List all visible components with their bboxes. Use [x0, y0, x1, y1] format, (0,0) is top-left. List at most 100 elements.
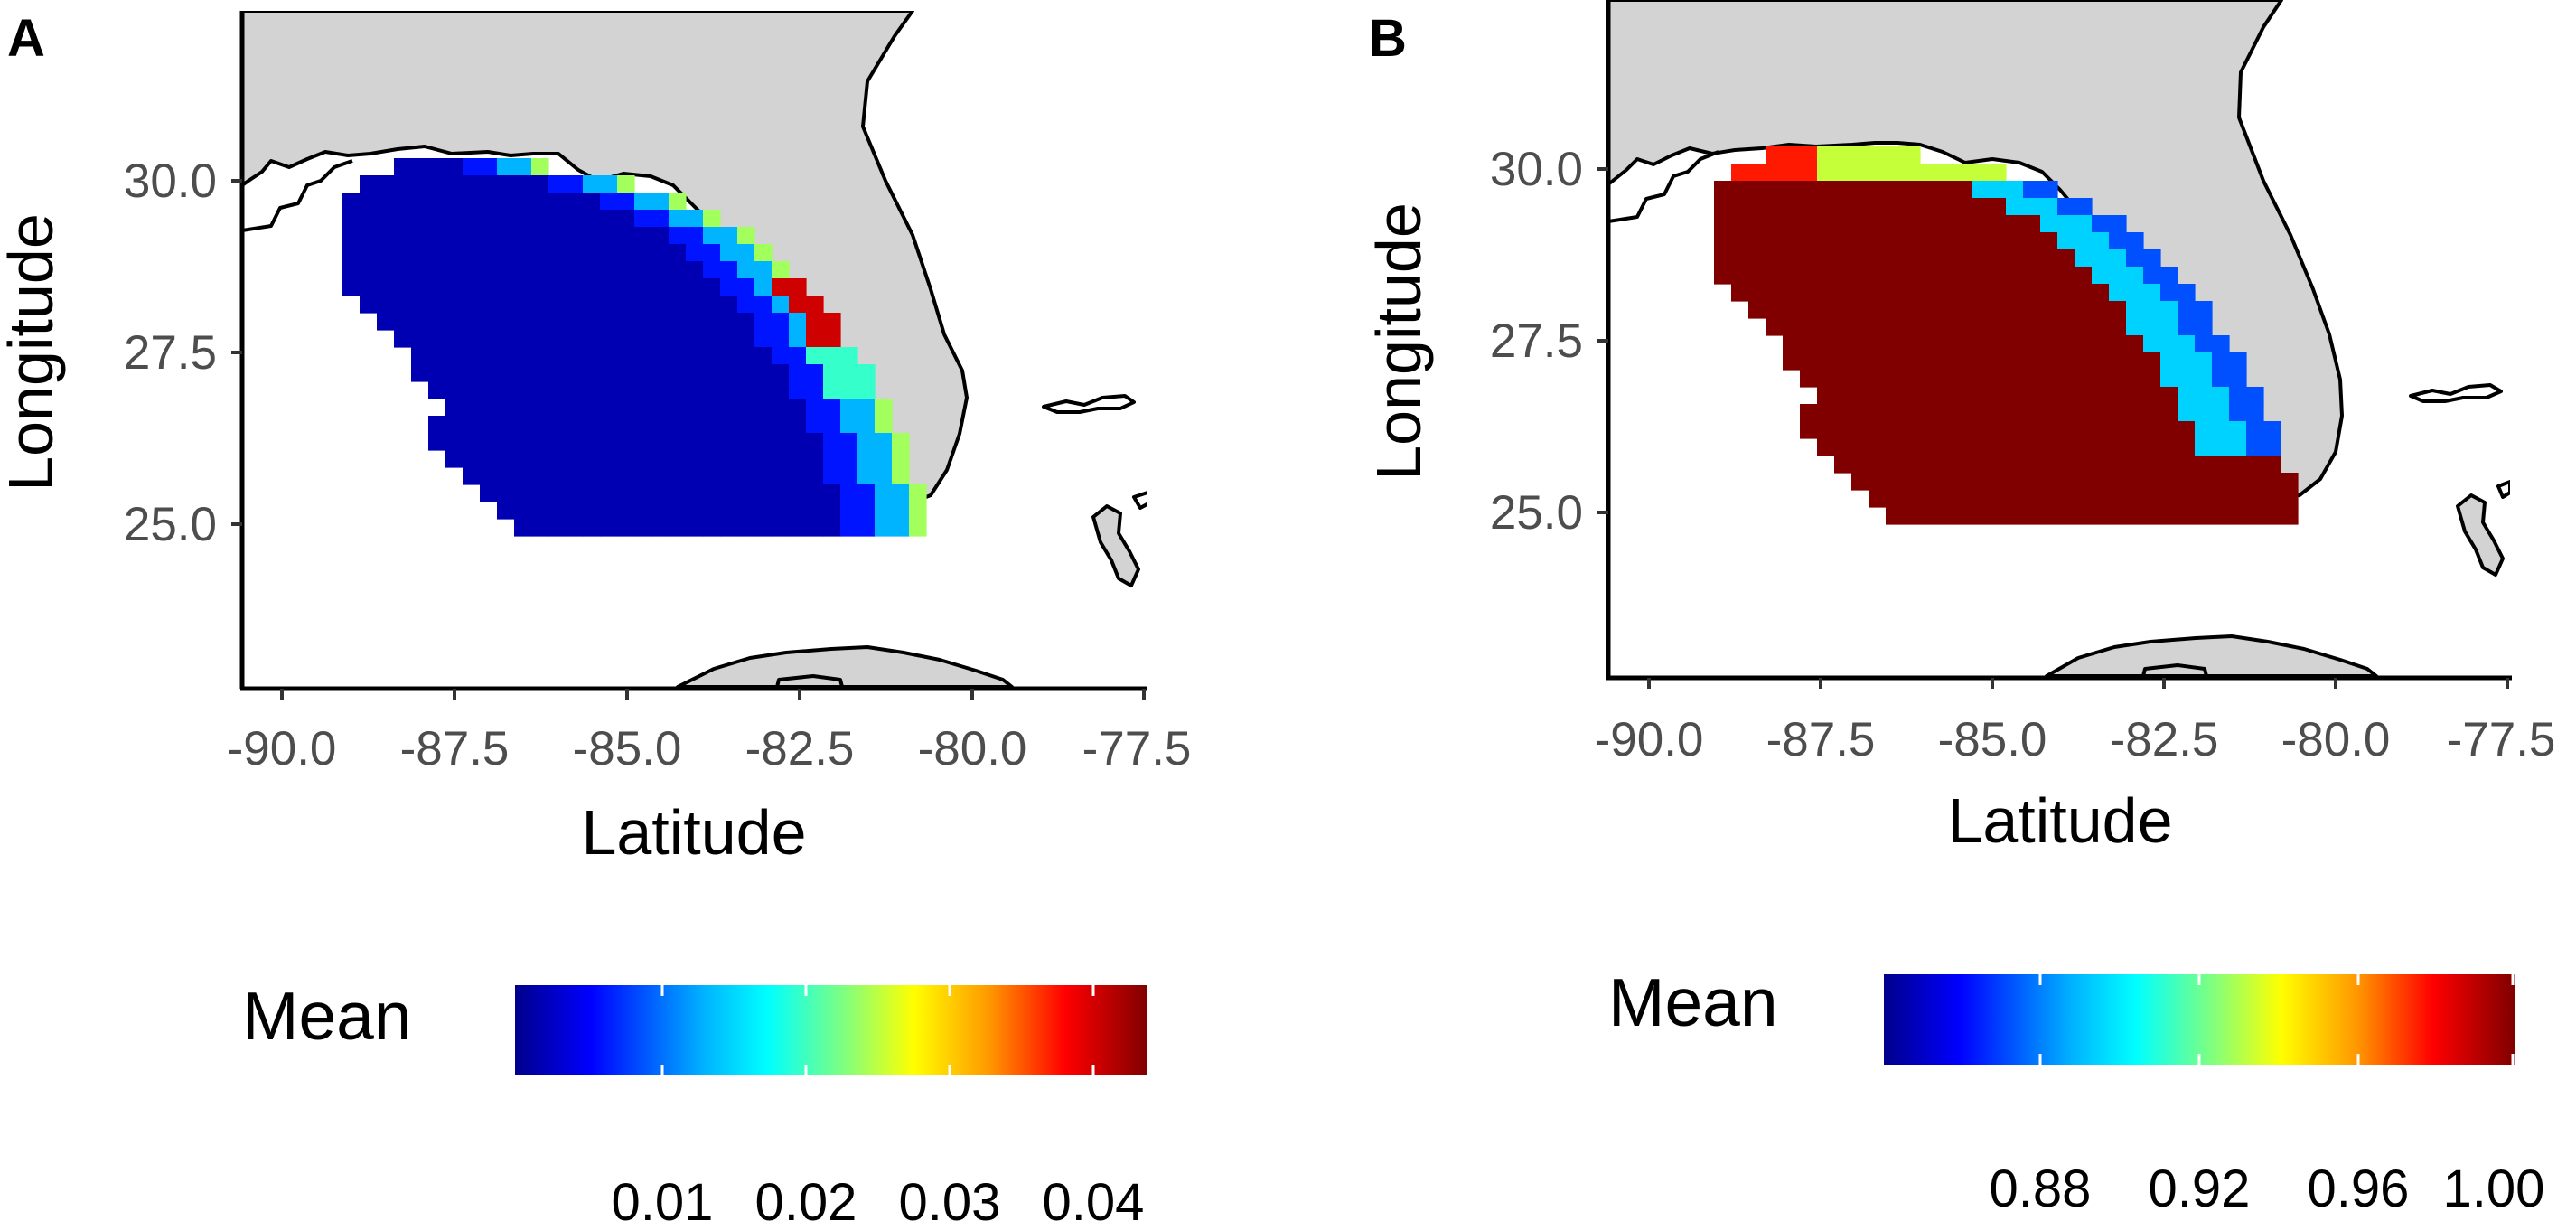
- heatmap-cell: [445, 433, 464, 451]
- heatmap-cell: [583, 519, 601, 537]
- heatmap-cell: [634, 519, 652, 537]
- heatmap-cell: [1783, 215, 1801, 233]
- heatmap-cell: [2126, 370, 2144, 388]
- panel-a: A 30.0 27.5 25.0: [0, 9, 1191, 1221]
- heatmap-cell: [1800, 318, 1818, 336]
- heatmap-cell: [617, 193, 635, 211]
- heatmap-cell: [823, 433, 841, 451]
- heatmap-cell: [2246, 490, 2264, 508]
- heatmap-cell: [2040, 181, 2058, 199]
- heatmap-cell: [651, 433, 670, 451]
- heatmap-cell: [2126, 318, 2144, 336]
- heatmap-cell: [497, 399, 515, 417]
- heatmap-cell: [2057, 249, 2075, 268]
- heatmap-cell: [754, 416, 773, 434]
- heatmap-cell: [394, 244, 412, 262]
- heatmap-cell: [1920, 421, 1938, 439]
- heatmap-cell: [892, 484, 910, 502]
- heatmap-cell: [1972, 267, 1990, 285]
- bahamas-1: [1042, 394, 1136, 414]
- heatmap-cell: [720, 502, 738, 520]
- heatmap-cell: [2006, 318, 2024, 336]
- heatmap-cell: [720, 399, 738, 417]
- heatmap-cell: [2212, 473, 2230, 491]
- heatmap-cell: [1834, 438, 1852, 456]
- heatmap-cell: [2092, 370, 2110, 388]
- heatmap-cell: [600, 416, 618, 434]
- heatmap-cell: [617, 175, 635, 193]
- heatmap-cell: [548, 364, 567, 382]
- legend-a: Mean 0.01 0.02 0.03 0.04: [242, 978, 1147, 1221]
- heatmap-cell: [1869, 198, 1887, 216]
- heatmap-cell: [497, 210, 515, 228]
- heatmap-cell: [360, 278, 378, 296]
- heatmap-cell: [2109, 507, 2127, 525]
- heatmap-cell: [2006, 421, 2024, 439]
- heatmap-cell: [394, 330, 412, 348]
- heatmap-cell: [2160, 507, 2178, 525]
- legend-tick-label: 0.03: [899, 1173, 1001, 1221]
- heatmap-cell: [1937, 249, 1955, 268]
- heatmap-cell: [548, 450, 567, 468]
- heatmap-cell: [2075, 507, 2093, 525]
- heatmap-cell: [840, 399, 858, 417]
- heatmap-cell: [1834, 352, 1852, 371]
- heatmap-cell: [789, 278, 807, 296]
- heatmap-cell: [1834, 284, 1852, 302]
- heatmap-cell: [720, 484, 738, 502]
- heatmap-cell: [857, 416, 876, 434]
- heatmap-cell: [445, 330, 464, 348]
- heatmap-cell: [703, 278, 721, 296]
- heatmap-cell: [342, 278, 361, 296]
- y-axis-title-b: Longitude: [1363, 202, 1434, 481]
- heatmap-cell: [1972, 370, 1990, 388]
- heatmap-cell: [2006, 473, 2024, 491]
- heatmap-cell: [1817, 438, 1835, 456]
- heatmap-cell: [1748, 267, 1766, 285]
- panel-b: B 30.0 27.5 25.0 -90.: [1363, 0, 2555, 1218]
- heatmap-cell: [1783, 181, 1801, 199]
- heatmap-cell: [754, 330, 773, 348]
- heatmap-cell: [651, 347, 670, 365]
- heatmap-cell: [754, 261, 773, 279]
- heatmap-cell: [583, 381, 601, 399]
- heatmap-cell: [1954, 267, 1972, 285]
- heatmap-cell: [651, 227, 670, 245]
- heatmap-cell: [1869, 370, 1887, 388]
- heatmap-cell: [720, 278, 738, 296]
- heatmap-cell: [1869, 318, 1887, 336]
- heatmap-cell: [2006, 438, 2024, 456]
- x-tick-label: -77.5: [1082, 722, 1192, 775]
- heatmap-cell: [600, 261, 618, 279]
- heatmap-cell: [875, 416, 893, 434]
- heatmap-cell: [2057, 352, 2075, 371]
- heatmap-cell: [772, 364, 790, 382]
- heatmap-cell: [1800, 181, 1818, 199]
- heatmap-cell: [1714, 215, 1732, 233]
- heatmap-cell: [1834, 404, 1852, 422]
- heatmap-cell: [583, 244, 601, 262]
- heatmap-cell: [1954, 335, 1972, 353]
- heatmap-cell: [514, 244, 532, 262]
- heatmap-cell: [2075, 301, 2093, 319]
- heatmap-cell: [2040, 438, 2058, 456]
- heatmap-cell: [514, 467, 532, 485]
- heatmap-cell: [600, 484, 618, 502]
- heatmap-cell: [2040, 370, 2058, 388]
- heatmap-cell: [2092, 267, 2110, 285]
- heatmap-cell: [463, 330, 481, 348]
- heatmap-cell: [2143, 438, 2161, 456]
- heatmap-cell: [600, 330, 618, 348]
- heatmap-cell: [703, 467, 721, 485]
- heatmap-cell: [1937, 335, 1955, 353]
- heatmap-cell: [2178, 438, 2196, 456]
- x-axis-title-b: Latitude: [1947, 785, 2172, 856]
- cuba-inner: [2141, 663, 2208, 676]
- heatmap-cell: [2006, 301, 2024, 319]
- y-tick-label: 30.0: [124, 155, 217, 208]
- heatmap-cell: [737, 296, 755, 314]
- heatmap-cell: [1937, 215, 1955, 233]
- heatmap-cell: [2143, 507, 2161, 525]
- heatmap-cell: [1869, 232, 1887, 250]
- heatmap-cell: [634, 381, 652, 399]
